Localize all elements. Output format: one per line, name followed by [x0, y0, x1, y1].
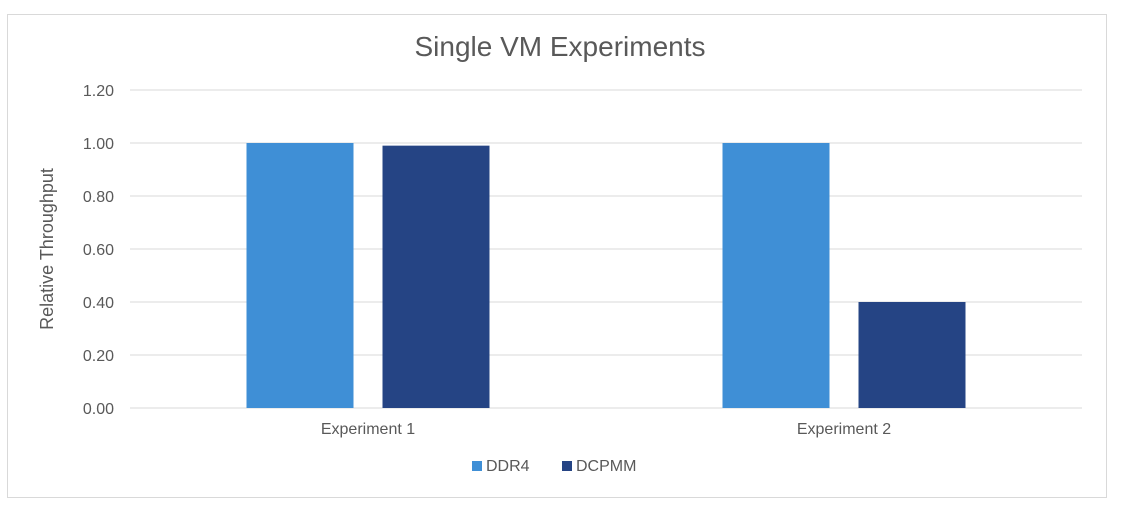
chart-frame — [7, 14, 1107, 498]
y-tick-label: 0.60 — [83, 242, 114, 259]
bars — [246, 143, 966, 408]
legend-label-ddr4: DDR4 — [486, 458, 530, 475]
y-tick-label: 0.40 — [83, 295, 114, 312]
legend-swatch-dcpmm — [562, 461, 572, 471]
y-tick-label: 0.80 — [83, 189, 114, 206]
legend-swatch-ddr4 — [472, 461, 482, 471]
legend: DDR4 DCPMM — [472, 458, 636, 475]
y-tick-label: 1.00 — [83, 136, 114, 153]
legend-label-dcpmm: DCPMM — [576, 458, 636, 475]
x-category-label: Experiment 1 — [321, 421, 415, 438]
x-category-label: Experiment 2 — [797, 421, 891, 438]
bar-dcpmm-1 — [382, 145, 490, 408]
y-tick-label: 0.20 — [83, 348, 114, 365]
y-tick-label: 0.00 — [83, 401, 114, 418]
bar-ddr4-1 — [246, 143, 354, 408]
bar-dcpmm-2 — [858, 302, 966, 408]
y-axis-label: Relative Throughput — [37, 168, 57, 330]
y-tick-label: 1.20 — [83, 83, 114, 100]
bar-ddr4-2 — [722, 143, 830, 408]
category-labels: Experiment 1 Experiment 2 — [321, 421, 891, 438]
y-tick-labels: 0.00 0.20 0.40 0.60 0.80 1.00 1.20 — [83, 83, 114, 418]
chart-title: Single VM Experiments — [414, 31, 705, 62]
